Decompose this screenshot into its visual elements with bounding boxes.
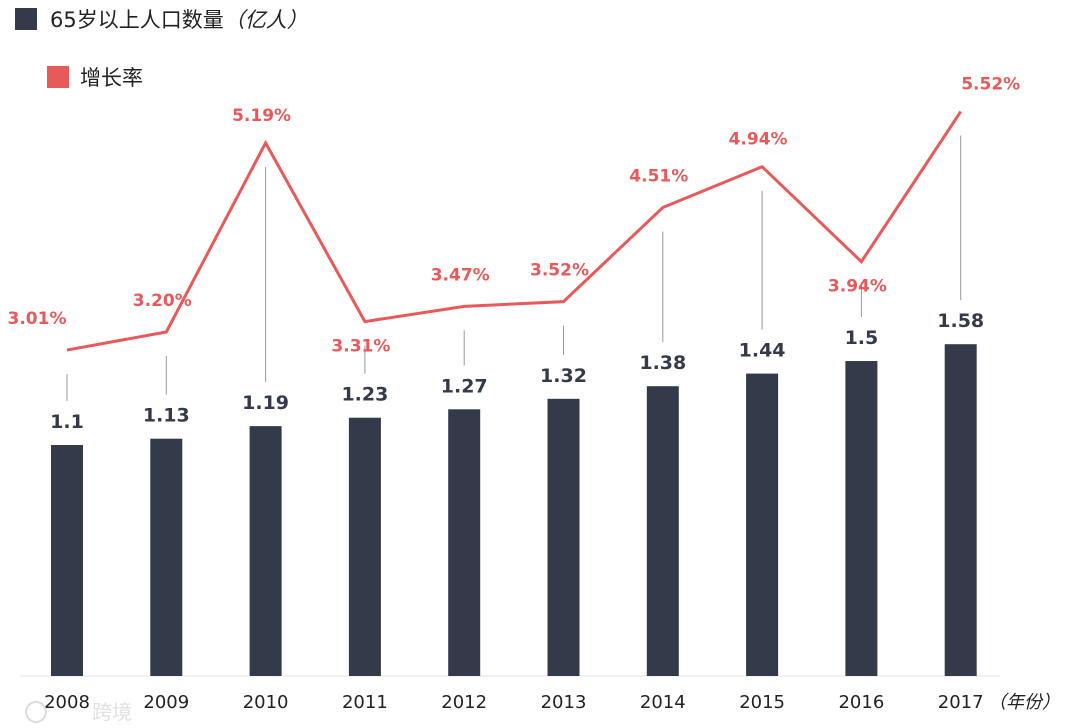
x-tick-2011: 2011 [342,692,388,713]
bar-2015 [746,373,779,676]
bar-2016 [845,361,878,676]
rate-label-2017: 5.52% [961,75,1020,95]
x-tick-2015: 2015 [739,692,785,713]
watermark-text: 跨境 [92,700,132,724]
bar-2012 [448,409,481,676]
bar-2010 [249,426,282,676]
x-tick-2010: 2010 [243,692,289,713]
legend-population-text: 65岁以上人口数量 [50,8,224,32]
bar-label-2015: 1.44 [739,340,786,362]
x-tick-2014: 2014 [640,692,686,713]
legend-rate-label: 增长率 [80,66,143,90]
bar-2017 [944,344,977,676]
connector-lines [66,135,962,401]
x-tick-2008: 2008 [44,692,90,713]
bar-2009 [150,438,183,676]
rate-label-2009: 3.20% [133,291,192,311]
rate-label-2016: 3.94% [828,277,887,297]
bar-label-2013: 1.32 [540,365,587,387]
bar-series [51,344,977,676]
bar-label-2016: 1.5 [845,327,879,349]
rate-label-2008: 3.01% [8,309,67,329]
legend-population-unit: （亿人） [224,8,308,32]
rate-label-2011: 3.31% [331,337,390,357]
legend-population-swatch [15,8,37,30]
x-tick-2012: 2012 [441,692,487,713]
rate-label-2012: 3.47% [431,265,490,285]
bar-label-2010: 1.19 [242,392,289,414]
x-axis-unit: （年份） [988,692,1060,713]
legend: 65岁以上人口数量（亿人） 增长率 [15,8,308,90]
x-tick-2013: 2013 [541,692,587,713]
rate-label-2015: 4.94% [729,130,788,150]
legend-population-label: 65岁以上人口数量（亿人） [50,8,308,32]
bar-2014 [646,386,679,676]
rate-line-series [66,110,962,352]
bar-label-2014: 1.38 [639,352,686,374]
rate-line [66,110,962,352]
x-tick-2017: 2017 [938,692,984,713]
bar-label-2008: 1.1 [50,411,84,433]
watermark-logo: 跨境 [25,700,132,724]
bar-label-2011: 1.23 [341,384,388,406]
x-tick-2009: 2009 [143,692,189,713]
bar-2008 [51,445,83,676]
rate-value-labels: 3.01% 3.20% 5.19% 3.31% 3.47% 3.52% 4.51% 4.94%… [8,75,1021,357]
bar-2011 [348,417,381,676]
bar-label-2012: 1.27 [441,375,488,397]
bar-2013 [547,398,580,676]
rate-label-2013: 3.52% [530,261,589,281]
x-axis-tick-labels: 2008 2009 2010 2011 2012 2013 2014 2015 2016 2017 [44,692,984,713]
bar-label-2009: 1.13 [143,405,190,427]
rate-label-2014: 4.51% [629,167,688,187]
legend-rate-swatch [47,66,69,88]
bar-label-2017: 1.58 [937,310,984,332]
x-tick-2016: 2016 [838,692,884,713]
bar-value-labels: 1.1 1.13 1.19 1.23 1.27 1.32 1.38 1.44 1.5 1.58 [50,310,984,433]
rate-label-2010: 5.19% [232,106,291,126]
watermark-icon [25,701,47,723]
